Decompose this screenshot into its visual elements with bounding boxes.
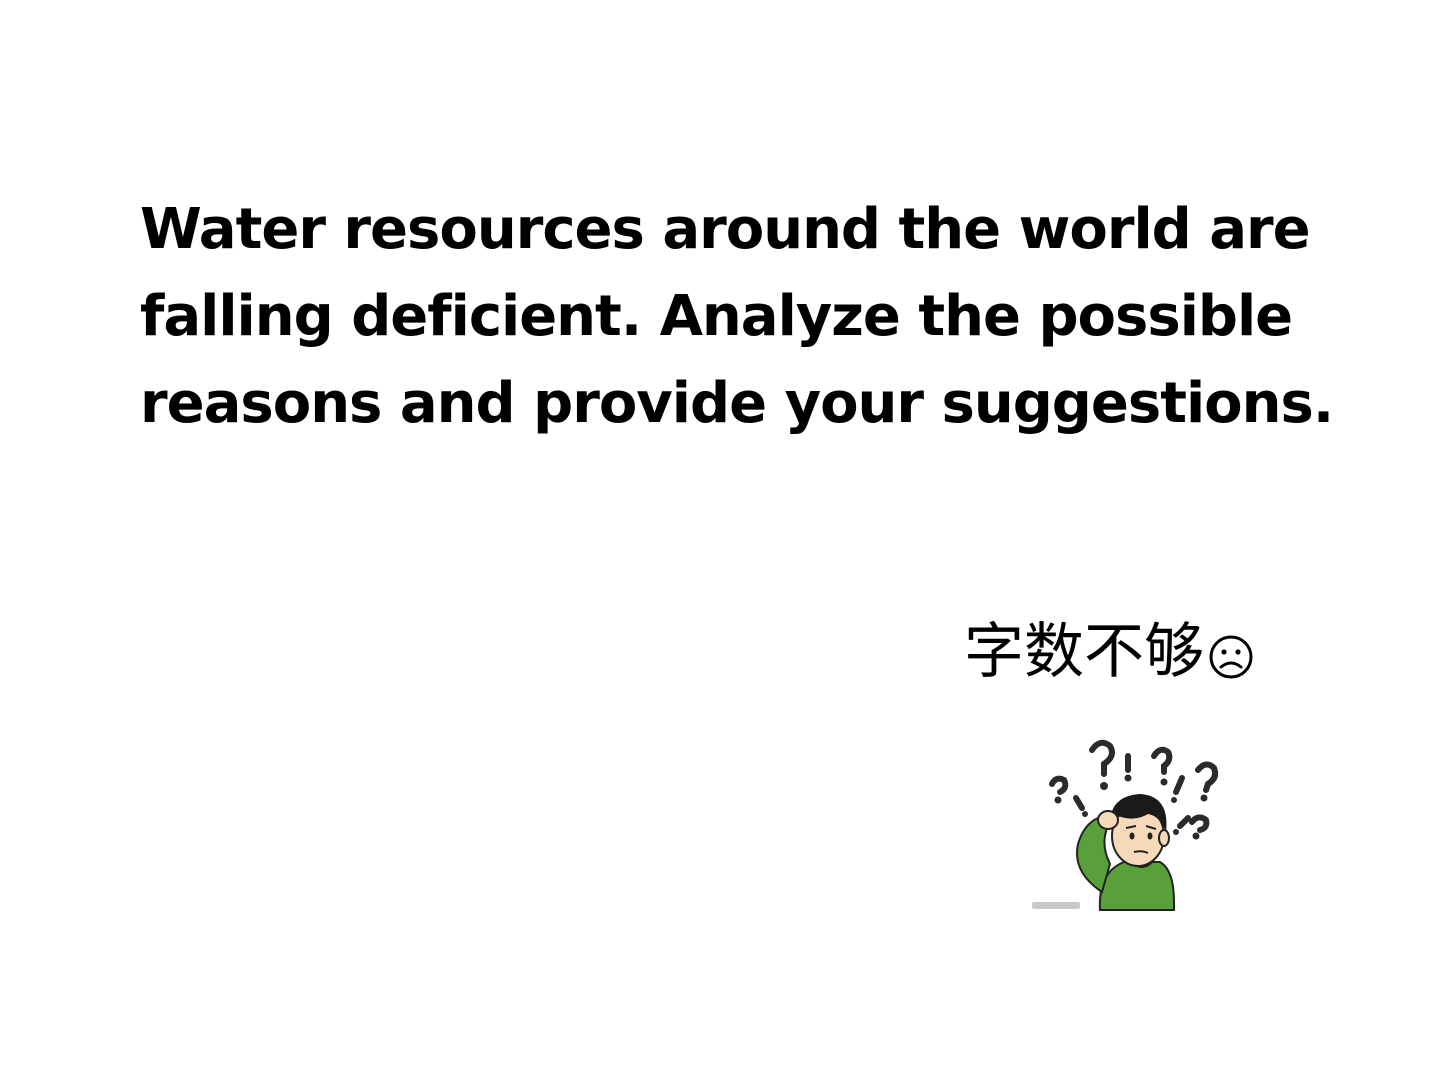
confused-person-icon [1028,732,1228,918]
essay-prompt: Water resources around the world are fal… [140,186,1320,447]
prompt-line-3: reasons and provide your suggestions. [140,360,1320,447]
prompt-line-2: falling deficient. Analyze the possible [140,273,1320,360]
word-count-note: 字数不够 [964,612,1254,692]
prompt-line-1: Water resources around the world are [140,186,1320,273]
note-text: 字数不够 [964,612,1204,692]
frown-icon [1208,634,1254,680]
